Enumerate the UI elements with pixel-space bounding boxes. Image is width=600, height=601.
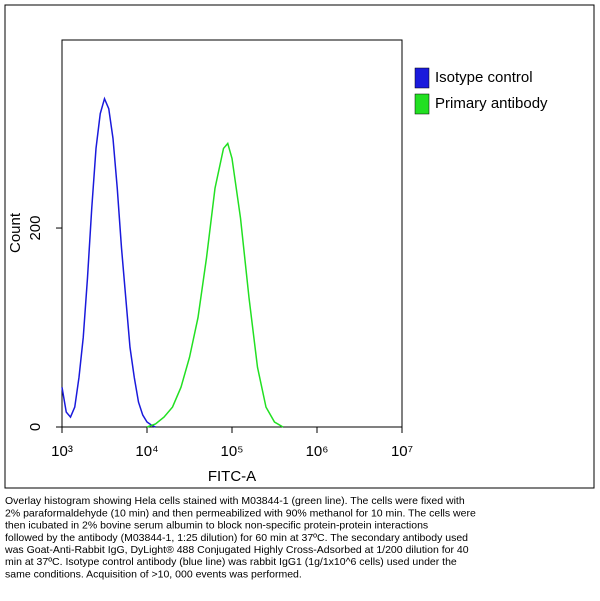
x-tick-label: 10⁷ (391, 443, 413, 460)
caption-line: min at 37ºC. Isotype control antibody (b… (5, 556, 457, 568)
histogram-line (61, 96, 156, 428)
legend-swatch (414, 93, 430, 115)
caption-line: Overlay histogram showing Hela cells sta… (5, 495, 465, 507)
caption-line: followed by the antibody (M03844-1, 1:25… (5, 532, 468, 544)
legend-label: Primary antibody (435, 95, 548, 112)
legend-label: Isotype control (435, 69, 533, 86)
x-tick-label: 10⁴ (135, 443, 158, 460)
caption-line: was Goat-Anti-Rabbit IgG, DyLight® 488 C… (4, 544, 469, 556)
x-tick-label: 10³ (51, 443, 73, 460)
caption-line: same conditions. Acquisition of >10, 000… (5, 568, 302, 580)
x-axis-label: FITC-A (208, 468, 256, 485)
plot-frame (61, 39, 403, 428)
x-tick-label: 10⁶ (306, 443, 329, 460)
y-tick-label: 0 (27, 423, 44, 431)
y-axis-label: Count (7, 212, 24, 253)
x-tick-label: 10⁵ (221, 443, 244, 460)
histogram-line (146, 141, 284, 428)
legend-swatch (414, 67, 430, 89)
caption: Overlay histogram showing Hela cells sta… (4, 495, 476, 580)
caption-line: then icubated in 2% bovine serum albumin… (5, 520, 428, 532)
frame (4, 4, 595, 489)
y-tick-label: 200 (27, 216, 44, 241)
caption-line: 2% paraformaldehyde (10 min) and then pe… (5, 507, 476, 519)
